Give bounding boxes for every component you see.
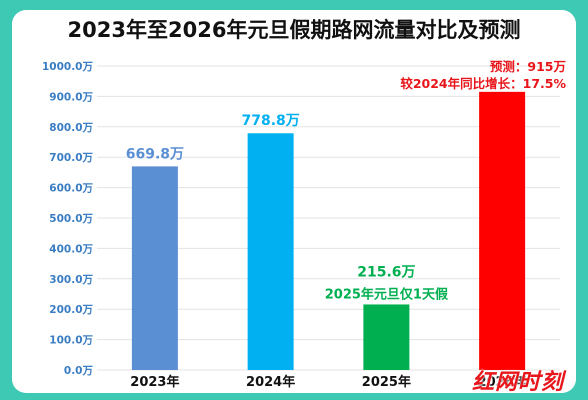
watermark-logo: 红网时刻 <box>472 370 565 393</box>
bar-0 <box>131 166 178 370</box>
y-tick-label: 700.0万 <box>49 152 93 164</box>
data-label: 778.8万 <box>241 113 299 129</box>
y-tick-label: 800.0万 <box>49 122 93 134</box>
x-tick-label: 2024年 <box>246 374 295 390</box>
bar-2 <box>363 304 410 370</box>
forecast-line-1: 预测：915万 <box>489 59 566 74</box>
x-tick-label: 2026年 <box>478 374 527 390</box>
chart-title: 2023年至2026年元旦假期路网流量对比及预测 <box>67 18 521 42</box>
chart-card: 2023年至2026年元旦假期路网流量对比及预测 0.0万 100.0万 200.0… <box>12 10 576 393</box>
y-tick-label: 300.0万 <box>49 274 93 286</box>
y-tick-label: 1000.0万 <box>42 61 94 73</box>
y-tick-label: 200.0万 <box>49 304 93 316</box>
bar-3 <box>479 91 526 370</box>
y-tick-label: 100.0万 <box>49 335 93 347</box>
data-label: 215.6万 <box>357 264 415 280</box>
y-tick-label: 0.0万 <box>64 365 94 377</box>
bar-chart: 0.0万 100.0万 200.0万 300.0万 400.0万 500.0万 600.0万… <box>42 61 560 390</box>
annotation: 2025年元旦仅1天假 <box>325 286 449 302</box>
y-tick-label: 500.0万 <box>49 213 93 225</box>
y-tick-label: 400.0万 <box>49 243 93 255</box>
x-tick-label: 2023年 <box>130 374 179 390</box>
forecast-line-2: 较2024年同比增长：17.5% <box>400 76 566 91</box>
y-tick-label: 600.0万 <box>49 183 93 195</box>
bar-1 <box>247 133 294 370</box>
y-tick-label: 900.0万 <box>49 91 93 103</box>
data-label: 669.8万 <box>126 146 184 162</box>
x-tick-label: 2025年 <box>362 374 411 390</box>
